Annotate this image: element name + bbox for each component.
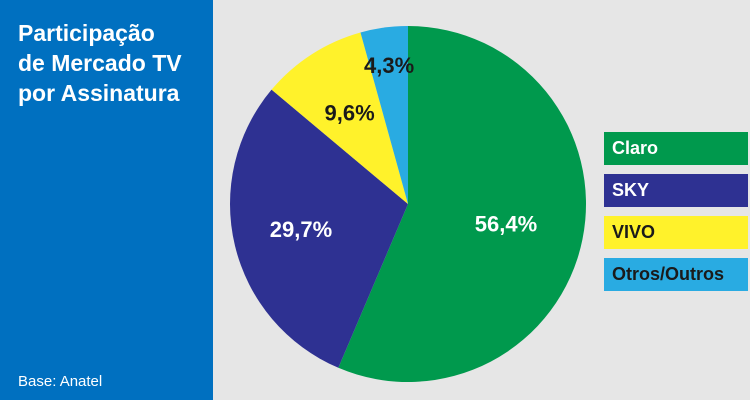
data-label-otros-outros: 4,3% (364, 53, 414, 78)
pie-slice-sky (229, 89, 408, 368)
legend-item-vivo: VIVO (604, 216, 748, 249)
pie-slice-claro (338, 26, 587, 382)
legend: Claro SKY VIVO Otros/Outros (604, 132, 748, 300)
pie-slice-otros-outros (360, 26, 408, 204)
source-note: Base: Anatel (18, 373, 103, 390)
data-label-vivo: 9,6% (325, 101, 375, 126)
title-line-2: de Mercado TV (18, 50, 182, 76)
legend-item-claro: Claro (604, 132, 748, 165)
chart-title: Participação de Mercado TV por Assinatur… (18, 18, 208, 108)
legend-item-otros-outros: Otros/Outros (604, 258, 748, 291)
data-label-claro: 56,4% (475, 212, 537, 237)
legend-item-sky: SKY (604, 174, 748, 207)
title-panel: Participação de Mercado TV por Assinatur… (0, 0, 213, 400)
title-line-1: Participação (18, 20, 155, 46)
data-label-sky: 29,7% (270, 217, 332, 242)
pie-slice-vivo (271, 32, 408, 205)
title-line-3: por Assinatura (18, 80, 180, 106)
